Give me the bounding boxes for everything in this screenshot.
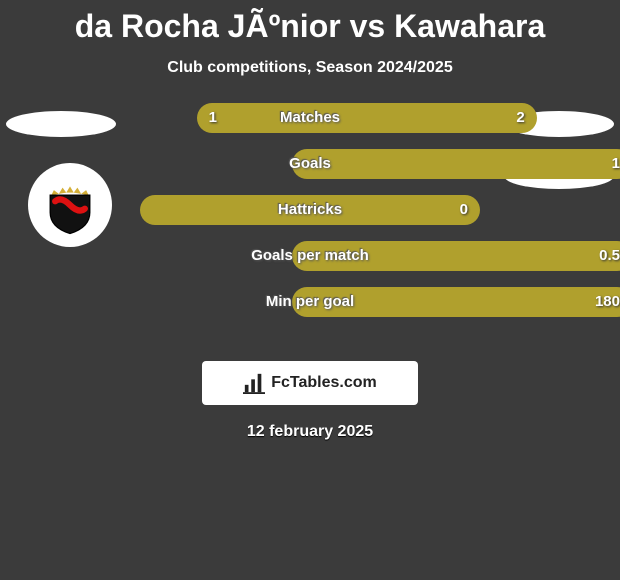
stat-bar-right: 180 bbox=[310, 287, 620, 317]
date-label: 12 february 2025 bbox=[0, 423, 620, 441]
stat-bar-left bbox=[292, 287, 310, 317]
stat-bar-right: 0.5 bbox=[310, 241, 620, 271]
bar-chart-icon bbox=[243, 372, 265, 394]
sponsor-left-top bbox=[6, 111, 116, 137]
stat-row: 180Min per goal bbox=[140, 287, 480, 317]
club-crest bbox=[28, 163, 112, 247]
page-title: da Rocha JÃºnior vs Kawahara bbox=[0, 0, 620, 45]
stat-bar-right: 1 bbox=[310, 149, 620, 179]
stat-value-left: 1 bbox=[209, 103, 217, 133]
stat-value-right: 1 bbox=[612, 149, 620, 179]
brand-box[interactable]: FcTables.com bbox=[202, 361, 418, 405]
stat-bar-left bbox=[292, 149, 310, 179]
stat-value-right: 180 bbox=[595, 287, 620, 317]
comparison-panel: 12Matches 1Goals 0Hattricks 0.5Goals per ma… bbox=[0, 103, 620, 333]
stat-row: 0.5Goals per match bbox=[140, 241, 480, 271]
stat-bar-left bbox=[292, 241, 310, 271]
brand-label: FcTables.com bbox=[271, 374, 377, 392]
page-subtitle: Club competitions, Season 2024/2025 bbox=[0, 59, 620, 77]
stat-value-right: 0 bbox=[460, 195, 468, 225]
stat-bar-left bbox=[140, 195, 310, 225]
stat-row: 12Matches bbox=[140, 103, 480, 133]
stat-value-right: 2 bbox=[516, 103, 524, 133]
stat-bar-right: 0 bbox=[310, 195, 480, 225]
stat-bars: 12Matches 1Goals 0Hattricks 0.5Goals per ma… bbox=[140, 103, 480, 333]
stat-row: 0Hattricks bbox=[140, 195, 480, 225]
stat-row: 1Goals bbox=[140, 149, 480, 179]
shield-icon bbox=[39, 174, 101, 236]
stat-bar-right: 2 bbox=[310, 103, 537, 133]
stat-bar-left: 1 bbox=[197, 103, 310, 133]
stat-value-right: 0.5 bbox=[599, 241, 620, 271]
